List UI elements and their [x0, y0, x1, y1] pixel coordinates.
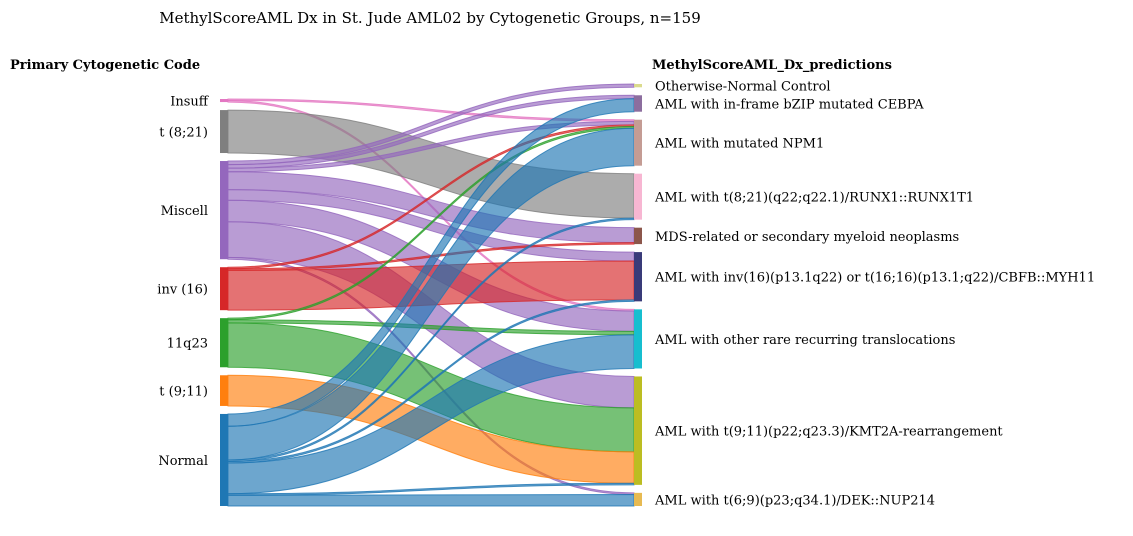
target-node-CBFB — [634, 252, 642, 302]
flow-link-Normal-DEK — [227, 494, 635, 507]
target-label: AML with t(6;9)(p23;q34.1)/DEK::NUP214 — [654, 493, 935, 508]
target-label: AML with t(9;11)(p22;q23.3)/KMT2A-rearra… — [654, 425, 1003, 440]
target-node-RUNX1 — [634, 173, 642, 220]
target-node-CEBPA — [634, 95, 642, 112]
source-label: Insuff — [170, 95, 210, 110]
target-label: MDS-related or secondary myeloid neoplas… — [655, 230, 959, 245]
flow-link-Normal-CBFB — [227, 299, 635, 464]
target-label: AML with mutated NPM1 — [654, 137, 824, 152]
source-node-inv16 — [220, 267, 228, 311]
target-label: AML with other rare recurring translocat… — [654, 333, 955, 348]
source-label: t (8;21) — [159, 126, 208, 141]
target-label: AML with t(8;21)(q22;q22.1)/RUNX1::RUNX1… — [654, 191, 974, 206]
target-label: Otherwise-Normal Control — [655, 80, 831, 95]
source-label: 11q23 — [167, 337, 208, 352]
source-node-t911 — [220, 375, 228, 406]
source-node-t821 — [220, 110, 228, 154]
target-node-NPM1 — [634, 119, 642, 166]
right-column-header: MethylScoreAML_Dx_predictions — [652, 58, 892, 73]
source-label: Miscell — [161, 204, 208, 219]
target-node-KMT2A — [634, 376, 642, 485]
target-label: AML with inv(16)(p13.1q22) or t(16;16)(p… — [654, 271, 1095, 286]
source-node-11q23 — [220, 318, 228, 368]
chart-title: MethylScoreAML Dx in St. Jude AML02 by C… — [159, 9, 701, 27]
source-label: Normal — [158, 454, 208, 469]
links-layer — [227, 83, 635, 507]
nodes-layer — [220, 84, 642, 506]
target-node-ONC — [634, 84, 642, 88]
target-node-DEK — [634, 492, 642, 506]
left-column-header: Primary Cytogenetic Code — [10, 58, 200, 73]
target-node-MDS — [634, 227, 642, 245]
flow-link-Normal-RUNX1 — [227, 217, 635, 463]
labels-layer: Insuff t (8;21) Miscell inv (16) 11q23 t (9;1… — [157, 80, 1095, 509]
target-label: AML with in-frame bZIP mutated CEBPA — [654, 97, 924, 112]
source-label: t (9;11) — [159, 385, 208, 400]
source-label: inv (16) — [157, 283, 208, 298]
target-node-RARE — [634, 309, 642, 369]
source-node-Miscell — [220, 161, 228, 260]
source-node-Normal — [220, 413, 228, 506]
source-node-Insuff — [220, 99, 228, 103]
